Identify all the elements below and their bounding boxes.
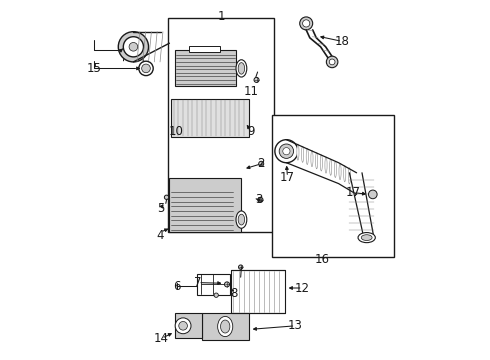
Ellipse shape (301, 146, 304, 162)
Circle shape (142, 64, 150, 73)
Ellipse shape (236, 60, 247, 77)
Text: 16: 16 (315, 253, 330, 266)
Ellipse shape (339, 163, 341, 180)
Text: 13: 13 (288, 319, 303, 332)
Ellipse shape (316, 153, 318, 169)
Bar (175, 313, 202, 338)
Bar (189, 46, 220, 52)
Text: 10: 10 (169, 125, 184, 138)
Ellipse shape (297, 144, 299, 160)
Ellipse shape (343, 166, 346, 182)
Circle shape (175, 318, 191, 334)
Circle shape (326, 56, 338, 68)
Bar (197, 274, 230, 295)
Circle shape (179, 321, 187, 330)
Text: 6: 6 (173, 280, 180, 293)
Ellipse shape (325, 157, 327, 173)
Ellipse shape (238, 214, 245, 225)
Ellipse shape (358, 233, 375, 243)
Ellipse shape (306, 148, 308, 165)
Bar (272, 115, 394, 257)
Text: 9: 9 (248, 125, 255, 138)
Ellipse shape (220, 320, 230, 333)
Text: 8: 8 (230, 287, 237, 300)
Ellipse shape (311, 150, 313, 167)
Circle shape (303, 20, 310, 27)
Ellipse shape (236, 211, 247, 228)
Circle shape (214, 293, 219, 297)
Ellipse shape (238, 63, 245, 74)
Text: 15: 15 (86, 62, 101, 75)
Circle shape (283, 148, 290, 155)
Text: 14: 14 (154, 332, 169, 345)
Circle shape (368, 190, 377, 199)
Text: 4: 4 (157, 229, 164, 242)
Bar (175, 50, 236, 86)
Text: 1: 1 (218, 10, 225, 23)
Text: 3: 3 (255, 193, 262, 206)
Text: 12: 12 (295, 282, 310, 294)
Bar (171, 99, 248, 137)
Bar (168, 18, 274, 232)
Circle shape (300, 17, 313, 30)
Text: 7: 7 (195, 276, 202, 289)
Ellipse shape (218, 316, 233, 337)
Text: 17: 17 (345, 186, 361, 199)
Text: 18: 18 (335, 35, 350, 48)
Ellipse shape (348, 168, 350, 184)
Ellipse shape (361, 235, 372, 240)
Text: 17: 17 (280, 171, 295, 184)
Bar (170, 178, 242, 232)
Text: 5: 5 (157, 202, 164, 215)
Text: 2: 2 (257, 157, 265, 170)
Circle shape (139, 61, 153, 76)
Ellipse shape (320, 155, 322, 171)
Circle shape (118, 32, 148, 62)
Ellipse shape (334, 161, 337, 177)
Ellipse shape (330, 159, 332, 175)
Circle shape (329, 59, 335, 65)
Circle shape (224, 282, 229, 287)
Circle shape (239, 265, 243, 269)
Circle shape (254, 77, 259, 82)
Circle shape (123, 37, 144, 57)
Circle shape (279, 144, 294, 158)
Bar (231, 270, 285, 313)
Circle shape (164, 195, 169, 199)
Circle shape (129, 42, 138, 51)
Text: 11: 11 (244, 85, 259, 98)
Bar (202, 313, 248, 340)
Circle shape (259, 161, 264, 166)
Circle shape (275, 140, 298, 163)
Circle shape (258, 197, 263, 202)
